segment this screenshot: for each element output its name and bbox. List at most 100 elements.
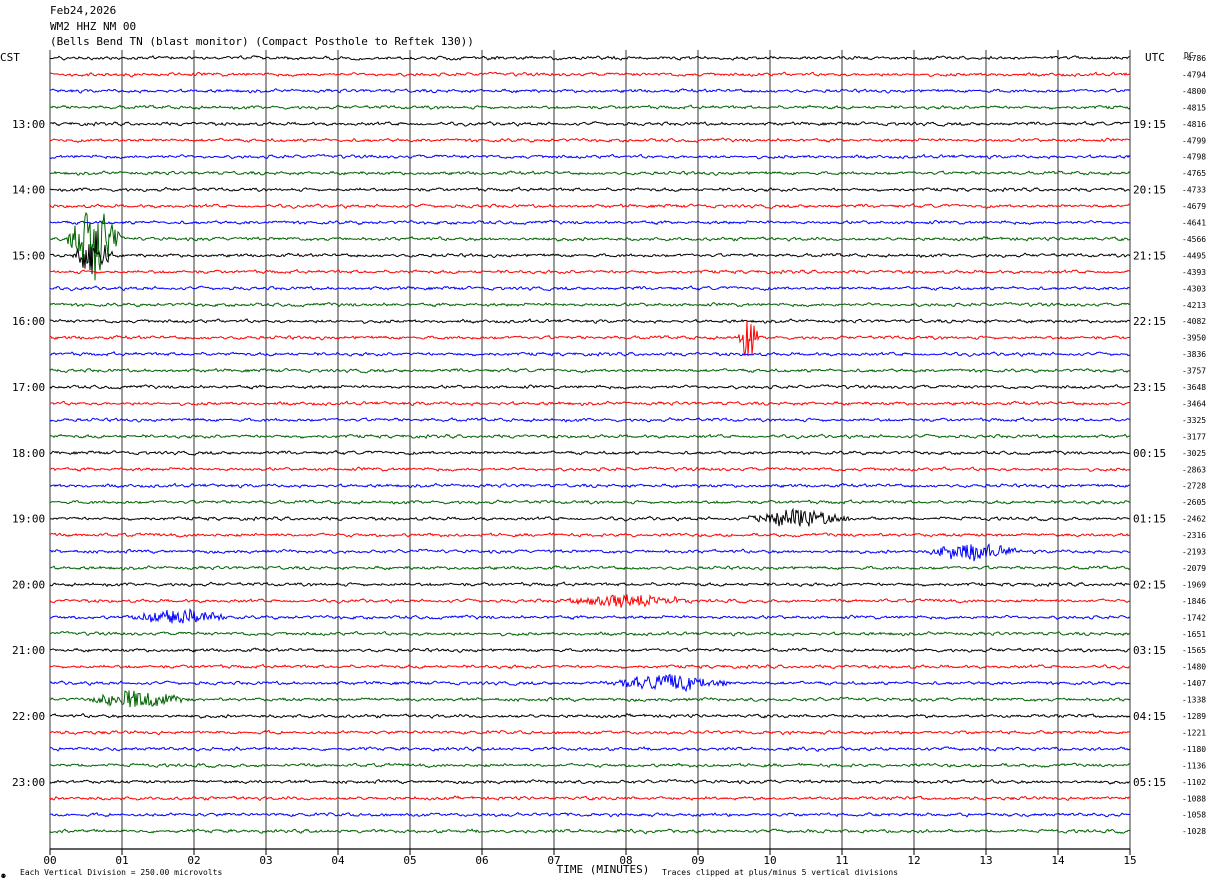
x-tick-label: 14: [1051, 854, 1065, 867]
left-hour-label: 19:00: [12, 513, 45, 526]
trace-line: [49, 301, 1131, 308]
x-axis-title: TIME (MINUTES): [557, 863, 650, 876]
trace-line: [49, 499, 1131, 505]
dc-offset-label: -4786: [1182, 54, 1206, 63]
dc-offset-label: -3648: [1182, 383, 1206, 392]
trace-line: [49, 663, 1131, 670]
x-tick-label: 07: [547, 854, 560, 867]
dc-offset-label: -4798: [1182, 153, 1206, 162]
left-hour-label: 21:00: [12, 644, 45, 657]
trace-line: [49, 384, 1131, 390]
trace-line: [49, 466, 1131, 472]
dc-offset-label: -1180: [1182, 745, 1206, 754]
dc-offset-label: -4641: [1182, 219, 1206, 228]
dc-offset-label: -1407: [1182, 679, 1206, 688]
trace-line: [49, 811, 1131, 818]
right-hour-label: 04:15: [1133, 710, 1166, 723]
dc-offset-label: -1480: [1182, 663, 1206, 672]
left-hour-label: 14:00: [12, 184, 45, 197]
trace-line: [50, 565, 1131, 571]
dc-offset-label: -1742: [1182, 613, 1206, 622]
dc-offset-label: -4495: [1182, 251, 1206, 260]
trace-line: [49, 581, 1131, 588]
trace-line: [49, 673, 1131, 693]
trace-line: [49, 137, 1131, 144]
dc-offset-label: -4733: [1182, 186, 1206, 195]
right-hour-label: 20:15: [1133, 184, 1166, 197]
trace-line: [49, 690, 1131, 708]
trace-line: [49, 762, 1131, 769]
trace-line: [49, 320, 1131, 357]
dc-offset-label: -1969: [1182, 580, 1206, 589]
dc-offset-label: -2863: [1182, 465, 1206, 474]
header-date: Feb24,2026: [50, 4, 117, 17]
right-hour-label: 03:15: [1133, 644, 1166, 657]
dc-offset-label: -3025: [1182, 449, 1206, 458]
dc-offset-label: -3836: [1182, 350, 1206, 359]
left-hour-label: 13:00: [12, 118, 45, 131]
trace-line: [49, 828, 1131, 835]
trace-line: [49, 367, 1131, 374]
dc-offset-label: -2316: [1182, 531, 1206, 540]
dc-offset-label: -1028: [1182, 827, 1206, 836]
trace-line: [49, 433, 1131, 440]
left-hour-label: 15:00: [12, 249, 45, 262]
trace-line: [49, 607, 1131, 624]
dc-offset-label: -4566: [1182, 235, 1206, 244]
x-tick-label: 03: [259, 854, 272, 867]
dc-offset-label: -2728: [1182, 482, 1206, 491]
left-hour-label: 16:00: [12, 315, 45, 328]
right-hour-label: 01:15: [1133, 513, 1166, 526]
trace-line: [49, 71, 1131, 78]
trace-line: [49, 647, 1131, 653]
left-hour-label: 18:00: [12, 447, 45, 460]
trace-line: [49, 482, 1131, 489]
dc-offset-label: -1651: [1182, 630, 1206, 639]
trace-line: [49, 532, 1131, 538]
right-hour-label: 05:15: [1133, 776, 1166, 789]
dc-offset-label: -4213: [1182, 301, 1206, 310]
left-hour-label: 23:00: [12, 776, 45, 789]
right-hour-label: 22:15: [1133, 315, 1166, 328]
right-timezone-label: UTC: [1145, 51, 1165, 64]
left-timezone-label: CST: [0, 51, 20, 64]
trace-line: [49, 186, 1131, 193]
dc-offset-label: -4816: [1182, 120, 1206, 129]
trace-line: [49, 231, 1131, 275]
dc-offset-label: -3950: [1182, 334, 1206, 343]
right-hour-label: 21:15: [1133, 249, 1166, 262]
trace-line: [49, 88, 1131, 94]
trace-line: [49, 795, 1131, 802]
dc-offset-label: -1221: [1182, 728, 1206, 737]
dc-offset-label: -4800: [1182, 87, 1206, 96]
trace-line: [49, 285, 1131, 292]
x-tick-label: 02: [187, 854, 200, 867]
x-tick-label: 01: [115, 854, 128, 867]
right-hour-label: 23:15: [1133, 381, 1166, 394]
dc-offset-label: -1289: [1182, 712, 1206, 721]
trace-line: [49, 746, 1131, 753]
x-tick-label: 05: [403, 854, 416, 867]
dc-offset-label: -2605: [1182, 498, 1206, 507]
trace-line: [49, 351, 1131, 357]
dc-offset-label: -4794: [1182, 70, 1206, 79]
trace-line: [49, 203, 1131, 209]
dc-offset-label: -3757: [1182, 367, 1206, 376]
x-tick-label: 06: [475, 854, 488, 867]
dc-offset-label: -2079: [1182, 564, 1206, 573]
dc-header-label: DC: [1184, 51, 1194, 60]
dc-offset-label: -2462: [1182, 515, 1206, 524]
dc-offset-label: -1088: [1182, 794, 1206, 803]
trace-line: [49, 543, 1131, 562]
x-tick-label: 08: [619, 854, 632, 867]
dc-offset-label: -4799: [1182, 136, 1206, 145]
left-hour-label: 20:00: [12, 578, 45, 591]
x-tick-label: 04: [331, 854, 345, 867]
dc-offset-label: -2193: [1182, 548, 1206, 557]
trace-line: [49, 120, 1131, 127]
trace-line: [49, 778, 1131, 785]
left-hour-label: 17:00: [12, 381, 45, 394]
dc-offset-label: -3464: [1182, 399, 1206, 408]
right-hour-label: 00:15: [1133, 447, 1166, 460]
x-tick-label: 09: [691, 854, 704, 867]
